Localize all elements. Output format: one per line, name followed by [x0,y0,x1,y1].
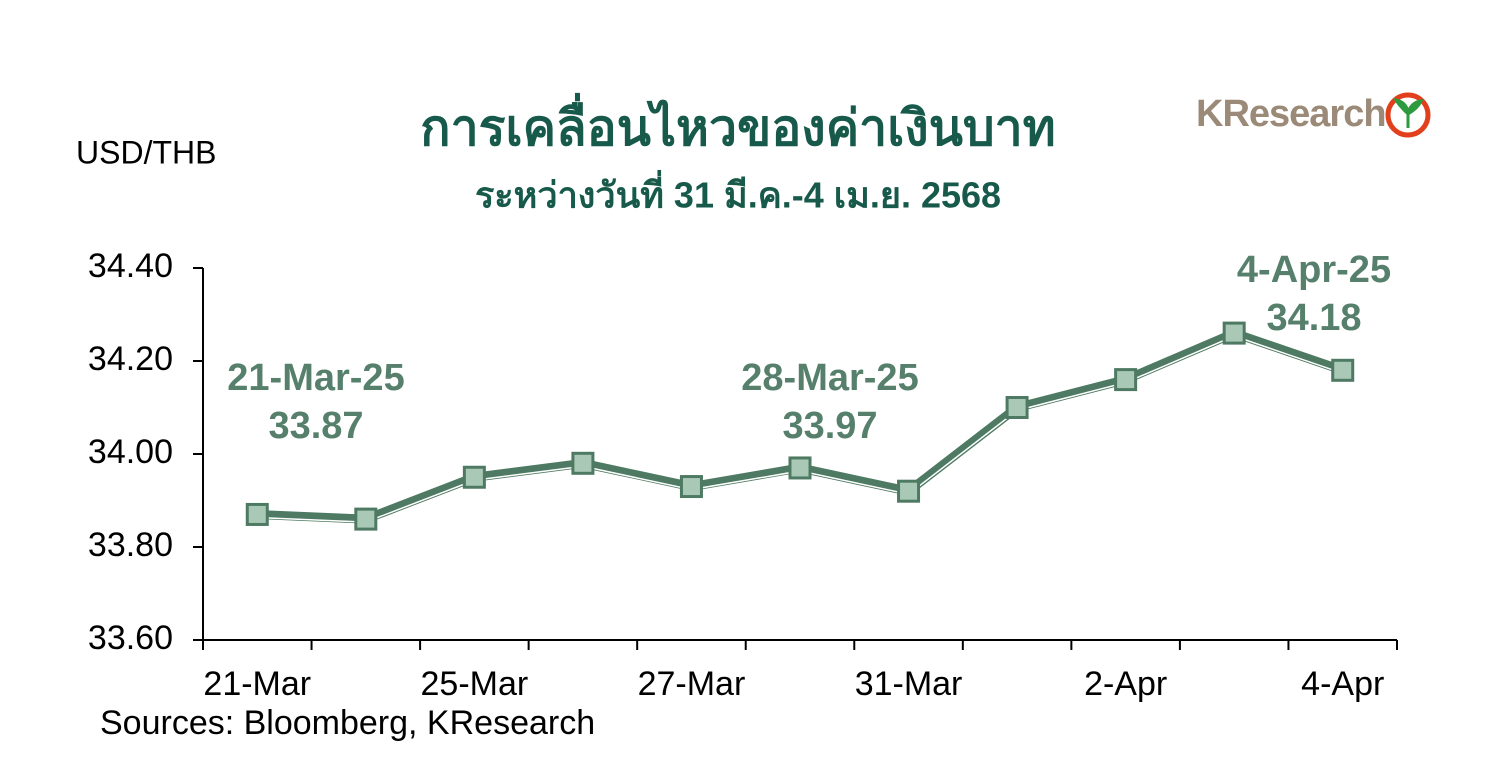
annotation-value: 33.87 [268,405,363,447]
chart-title: การเคลื่อนไหวของค่าเงินบาท [420,93,1055,156]
marker [897,479,921,503]
y-tick-label: 33.60 [88,619,173,657]
annotation-label: 21-Mar-25 [227,357,404,399]
x-tick-label: 27-Mar [638,665,746,703]
chart-subtitle: ระหว่างวันที่ 31 มี.ค.-4 เม.ย. 2568 [475,170,1001,216]
marker [354,507,378,531]
logo: KResearch [1196,92,1431,138]
marker [788,456,812,480]
annotation-value: 33.97 [782,405,877,447]
marker [1005,396,1029,419]
y-tick-label: 34.00 [88,433,173,471]
marker [571,451,595,475]
marker [679,475,703,499]
logo-leaf [1393,97,1424,128]
marker [1222,321,1246,345]
y-axis-label: USD/THB [76,134,216,170]
x-tick-label: 21-Mar [203,665,311,703]
marker [462,465,486,489]
y-tick-label: 34.40 [88,247,173,285]
y-tick-label: 34.20 [88,340,173,378]
marker [245,502,269,526]
logo-text: KResearch [1196,93,1386,135]
x-tick-label: 25-Mar [421,665,529,703]
y-tick-label: 33.80 [88,526,173,564]
x-tick-label: 31-Mar [855,665,963,703]
x-tick-label: 4-Apr [1301,665,1384,703]
x-tick-label: 2-Apr [1084,665,1167,703]
annotation-label: 4-Apr-25 [1237,249,1391,291]
annotation-label: 28-Mar-25 [741,357,918,399]
marker [1114,368,1138,392]
annotation-value: 34.18 [1266,297,1361,339]
source-note: Sources: Bloomberg, KResearch [100,704,595,742]
marker [1331,358,1355,382]
